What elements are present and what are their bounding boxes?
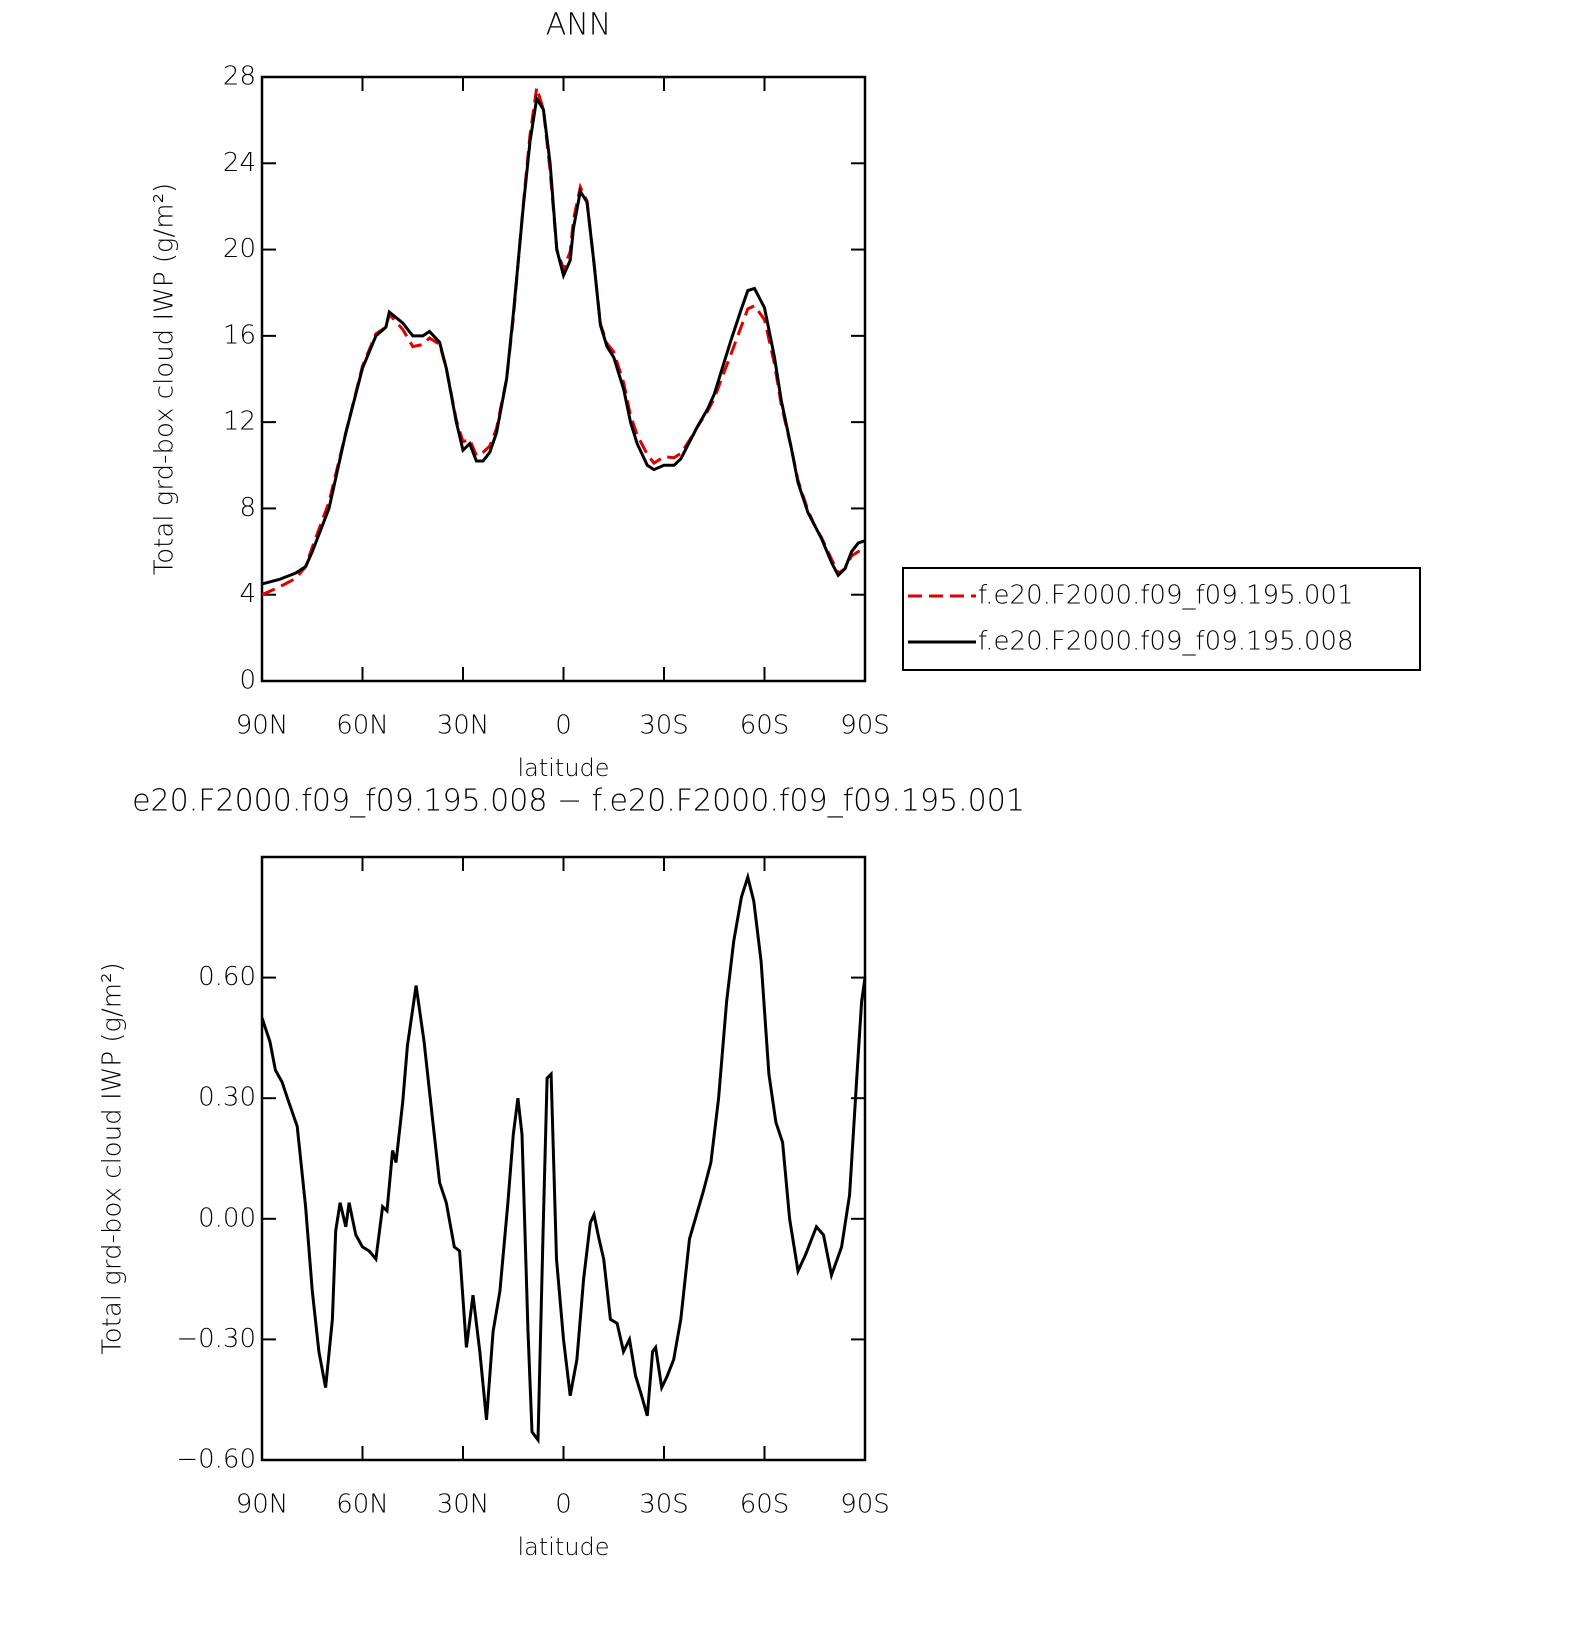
x-tick-label: 30S (639, 711, 689, 741)
y-tick-label: −0.60 (176, 1445, 256, 1475)
legend-box (902, 567, 1421, 671)
data-line (261, 94, 866, 586)
y-tick-label: 20 (223, 234, 256, 264)
x-tick-label: 90N (236, 711, 289, 741)
legend-label: f.e20.F2000.f09_f09.195.001 (978, 581, 1354, 611)
y-tick-label: 24 (223, 148, 256, 178)
plot-frame (260, 75, 867, 683)
data-line (261, 87, 866, 597)
y-tick-label: 8 (239, 493, 256, 523)
x-axis-label: latitude (517, 754, 609, 782)
x-tick-label: 30N (437, 711, 490, 741)
y-axis-label: Total grd-box cloud IWP (g/m²) (150, 183, 180, 575)
y-tick-label: 4 (239, 579, 256, 609)
y-tick-label: 16 (223, 320, 256, 350)
x-tick-label: 30N (437, 1490, 490, 1520)
legend-label: f.e20.F2000.f09_f09.195.008 (978, 627, 1354, 657)
y-tick-label: 0.00 (198, 1203, 256, 1233)
x-tick-label: 0 (555, 711, 572, 741)
x-tick-label: 60S (740, 711, 790, 741)
x-tick-label: 90S (840, 1490, 890, 1520)
y-tick-label: 0 (239, 666, 256, 696)
y-tick-label: 0.30 (198, 1083, 256, 1113)
x-tick-label: 60N (336, 711, 389, 741)
x-tick-label: 60N (336, 1490, 389, 1520)
x-tick-label: 90N (236, 1490, 289, 1520)
plot-frame (260, 855, 867, 1462)
x-tick-label: 0 (555, 1490, 572, 1520)
x-tick-label: 90S (840, 711, 890, 741)
x-tick-label: 60S (740, 1490, 790, 1520)
x-axis-label: latitude (517, 1533, 609, 1561)
chart-title: ANN (546, 8, 611, 43)
y-tick-label: 28 (223, 62, 256, 92)
data-line (260, 871, 867, 1445)
y-tick-label: 12 (223, 407, 256, 437)
x-tick-label: 30S (639, 1490, 689, 1520)
y-tick-label: 0.60 (198, 962, 256, 992)
chart-title: e20.F2000.f09_f09.195.008 − f.e20.F2000.… (132, 784, 1025, 819)
y-axis-label: Total grd-box cloud IWP (g/m²) (98, 962, 128, 1354)
y-tick-label: −0.30 (176, 1324, 256, 1354)
